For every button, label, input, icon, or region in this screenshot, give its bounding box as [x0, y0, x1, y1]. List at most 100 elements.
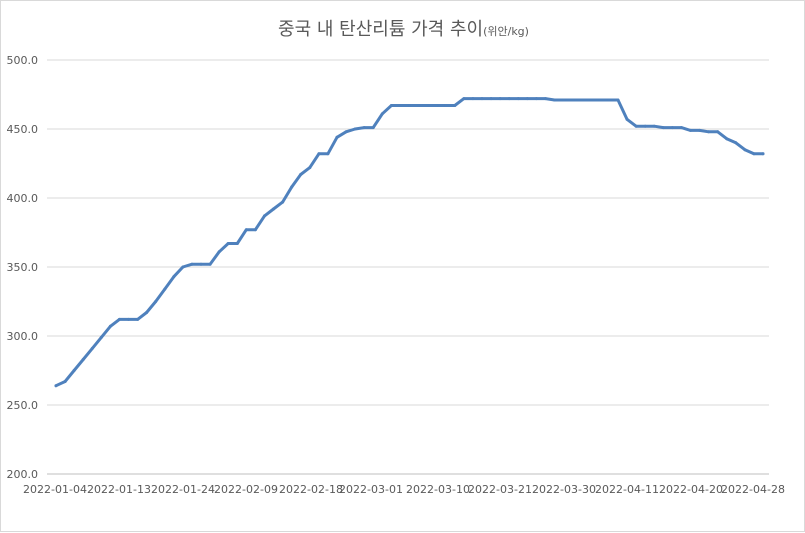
- data-point: [661, 126, 665, 130]
- chart-title-text: 중국 내 탄산리튬 가격 추이: [278, 19, 484, 40]
- data-point: [607, 98, 611, 102]
- data-point: [117, 317, 121, 321]
- data-point: [453, 104, 457, 107]
- y-tick-label: 250.0: [7, 399, 39, 412]
- data-point: [398, 104, 402, 107]
- chart-title: 중국 내 탄산리튬 가격 추이(위안/kg): [1, 19, 805, 43]
- data-point: [716, 130, 720, 134]
- data-point: [507, 97, 511, 101]
- data-point: [544, 97, 547, 101]
- data-point: [90, 346, 94, 350]
- data-point: [562, 98, 566, 102]
- data-point: [72, 369, 76, 372]
- data-point: [217, 250, 221, 254]
- data-point: [553, 98, 556, 102]
- data-point: [752, 152, 756, 156]
- y-tick-label: 200.0: [7, 468, 39, 481]
- data-point: [335, 135, 339, 139]
- data-point: [480, 97, 484, 101]
- data-point: [389, 104, 393, 107]
- data-point: [761, 152, 765, 156]
- data-point: [317, 152, 321, 156]
- x-tick-label: 2022-04-11: [595, 483, 659, 496]
- data-point: [670, 126, 674, 130]
- data-point: [54, 384, 58, 388]
- y-tick-label: 400.0: [7, 192, 39, 205]
- data-point: [707, 130, 711, 134]
- data-point: [516, 97, 520, 101]
- data-point: [698, 128, 702, 132]
- y-tick-label: 500.0: [7, 54, 39, 67]
- y-tick-label: 300.0: [7, 330, 39, 343]
- data-point: [725, 137, 729, 141]
- data-point: [299, 173, 303, 176]
- data-point: [444, 104, 448, 107]
- data-point: [498, 97, 502, 101]
- data-point: [308, 166, 312, 170]
- data-point: [344, 130, 348, 134]
- data-point: [471, 97, 475, 101]
- data-point: [190, 262, 194, 266]
- x-tick-label: 2022-01-24: [151, 483, 215, 496]
- data-point: [226, 242, 230, 245]
- data-point: [534, 97, 538, 101]
- data-point: [571, 98, 575, 102]
- data-point: [679, 126, 683, 130]
- x-tick-label: 2022-02-09: [214, 483, 278, 496]
- data-point: [408, 104, 411, 107]
- data-point: [643, 124, 647, 128]
- data-point: [353, 127, 357, 131]
- price-series-line: [54, 97, 765, 388]
- data-point: [634, 124, 638, 128]
- data-point: [181, 265, 185, 269]
- data-point: [525, 97, 529, 101]
- data-point: [625, 117, 629, 121]
- x-tick-label: 2022-03-21: [468, 483, 532, 496]
- x-tick-label: 2022-03-01: [339, 483, 403, 496]
- data-point: [652, 124, 656, 128]
- data-point: [326, 152, 330, 156]
- data-point: [598, 98, 602, 102]
- data-point: [81, 358, 85, 361]
- data-point: [145, 311, 149, 314]
- data-point: [435, 104, 439, 107]
- y-tick-label: 350.0: [7, 261, 39, 274]
- data-point: [127, 317, 130, 321]
- data-point: [172, 275, 176, 279]
- data-point: [616, 98, 620, 102]
- data-point: [426, 104, 430, 107]
- data-point: [272, 207, 275, 211]
- data-point: [734, 141, 738, 145]
- x-tick-label: 2022-01-13: [87, 483, 151, 496]
- data-point: [380, 112, 384, 116]
- x-tick-label: 2022-01-04: [23, 483, 87, 496]
- data-point: [743, 148, 747, 152]
- data-point: [244, 228, 248, 232]
- chart-unit: (위안/kg): [483, 25, 529, 38]
- data-point: [371, 126, 375, 130]
- data-point: [589, 98, 593, 102]
- data-point: [417, 104, 421, 107]
- data-point: [99, 335, 103, 339]
- data-point: [253, 228, 257, 232]
- data-point: [208, 262, 212, 266]
- data-point: [163, 287, 167, 291]
- y-tick-label: 450.0: [7, 123, 39, 136]
- data-point: [108, 324, 112, 328]
- data-point: [235, 242, 239, 245]
- x-tick-label: 2022-03-30: [532, 483, 596, 496]
- data-point: [489, 97, 493, 101]
- data-point: [290, 185, 294, 189]
- data-point: [362, 126, 366, 130]
- data-point: [689, 128, 692, 132]
- x-tick-label: 2022-02-18: [279, 483, 343, 496]
- data-point: [136, 317, 140, 321]
- x-tick-label: 2022-03-10: [406, 483, 470, 496]
- data-point: [580, 98, 584, 102]
- data-point: [281, 200, 285, 204]
- x-tick-label: 2022-04-28: [721, 483, 785, 496]
- data-point: [263, 214, 266, 218]
- data-point: [154, 300, 158, 303]
- data-point: [199, 262, 203, 266]
